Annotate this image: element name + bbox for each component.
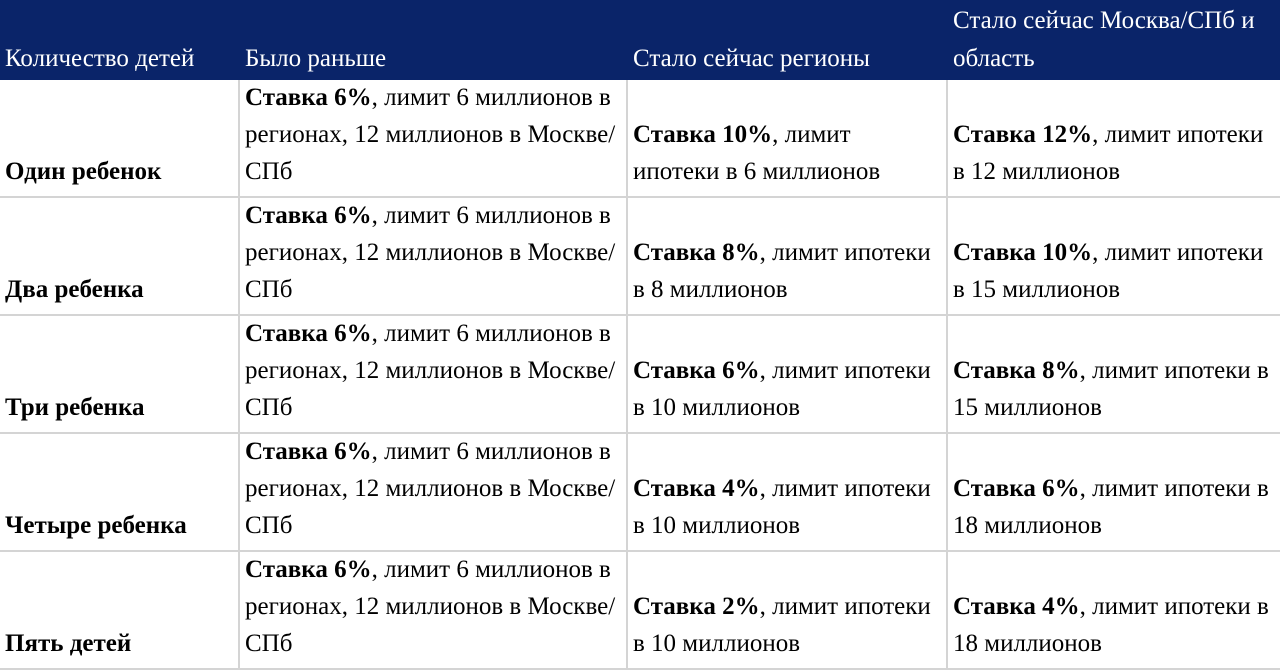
- row-five-children-before: Ставка 6%, лимит 6 миллионов в регионах,…: [240, 552, 628, 670]
- row-three-children-moscow: Ставка 8%, лимит ипотеки в 15 миллионов: [948, 316, 1280, 434]
- row-four-children-regions: Ставка 4%, лимит ипотеки в 10 миллионов: [628, 434, 948, 552]
- header-now-regions: Стало сейчас регионы: [628, 0, 948, 80]
- row-three-children-before: Ставка 6%, лимит 6 миллионов в регионах,…: [240, 316, 628, 434]
- row-four-children-before: Ставка 6%, лимит 6 миллионов в регионах,…: [240, 434, 628, 552]
- header-now-moscow: Стало сейчас Москва/СПб и область: [948, 0, 1280, 80]
- row-one-child-before: Ставка 6%, лимит 6 миллионов в регионах,…: [240, 80, 628, 198]
- header-children-count: Количество детей: [0, 0, 240, 80]
- row-five-children-moscow: Ставка 4%, лимит ипотеки в 18 миллионов: [948, 552, 1280, 670]
- row-two-children-regions: Ставка 8%, лимит ипотеки в 8 миллионов: [628, 198, 948, 316]
- row-one-child-moscow: Ставка 12%, лимит ипотеки в 12 миллионов: [948, 80, 1280, 198]
- row-label-three-children: Три ребенка: [0, 316, 240, 434]
- row-two-children-moscow: Ставка 10%, лимит ипотеки в 15 миллионов: [948, 198, 1280, 316]
- row-two-children-before: Ставка 6%, лимит 6 миллионов в регионах,…: [240, 198, 628, 316]
- row-five-children-regions: Ставка 2%, лимит ипотеки в 10 миллионов: [628, 552, 948, 670]
- row-four-children-moscow: Ставка 6%, лимит ипотеки в 18 миллионов: [948, 434, 1280, 552]
- header-before: Было раньше: [240, 0, 628, 80]
- row-label-two-children: Два ребенка: [0, 198, 240, 316]
- row-label-five-children: Пять детей: [0, 552, 240, 670]
- row-one-child-regions: Ставка 10%, лимит ипотеки в 6 миллионов: [628, 80, 948, 198]
- row-label-one-child: Один ребенок: [0, 80, 240, 198]
- row-three-children-regions: Ставка 6%, лимит ипотеки в 10 миллионов: [628, 316, 948, 434]
- row-label-four-children: Четыре ребенка: [0, 434, 240, 552]
